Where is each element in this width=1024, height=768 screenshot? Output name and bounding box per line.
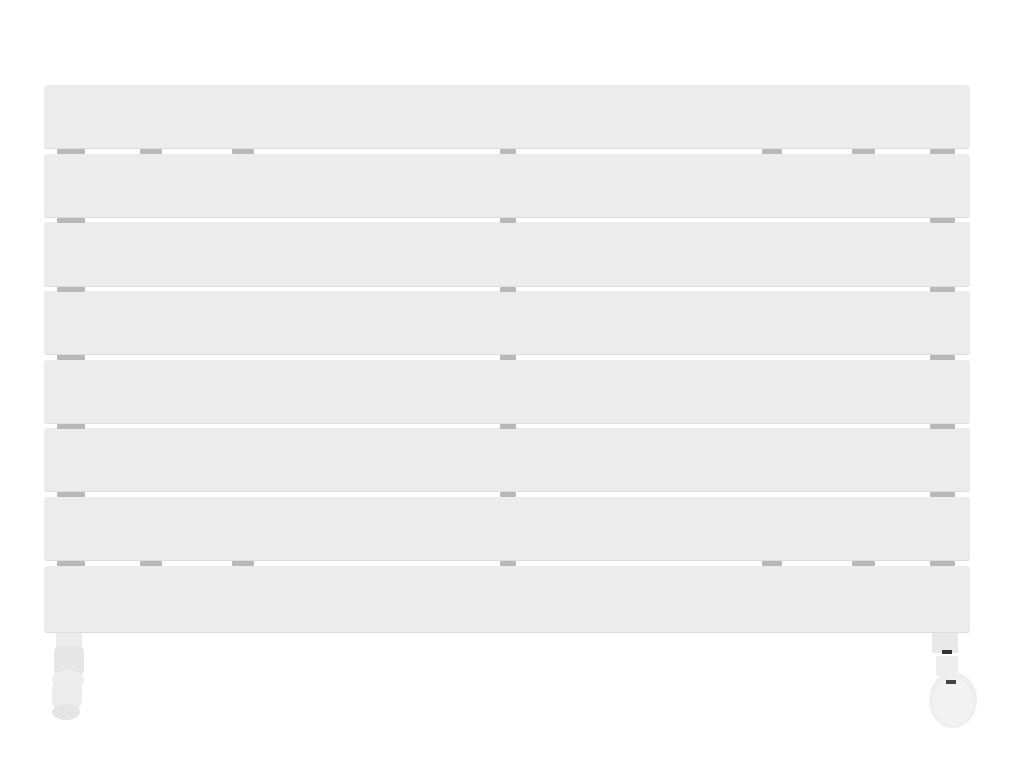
panel-connector — [500, 561, 516, 566]
panel-connector — [57, 492, 85, 497]
panel-connector — [500, 218, 516, 223]
panel-connector — [930, 218, 955, 223]
radiator-panel — [44, 497, 970, 560]
thermostatic-valve-icon — [929, 628, 977, 728]
radiator-panel — [44, 85, 970, 148]
panel-connector — [930, 561, 955, 566]
radiator-panel — [44, 154, 970, 217]
panel-connector — [232, 149, 254, 154]
panel-connector — [57, 218, 85, 223]
panel-connector — [500, 492, 516, 497]
radiator-panel — [44, 360, 970, 423]
panel-connector — [140, 561, 162, 566]
radiator-panel — [44, 222, 970, 286]
panel-connector — [930, 287, 955, 292]
panel-connector — [762, 561, 782, 566]
panel-connector — [500, 355, 516, 360]
panel-connector — [930, 492, 955, 497]
panel-connector — [57, 561, 85, 566]
left-valve-icon — [52, 628, 84, 720]
panel-connector — [57, 287, 85, 292]
radiator-panel — [44, 291, 970, 354]
panel-connector — [57, 355, 85, 360]
panel-connector — [500, 287, 516, 292]
panel-connector — [930, 424, 955, 429]
panel-connector — [500, 424, 516, 429]
radiator-panel — [44, 566, 970, 632]
panel-connector — [500, 149, 516, 154]
panel-connector — [232, 561, 254, 566]
panel-connector — [852, 149, 875, 154]
panel-connector — [762, 149, 782, 154]
radiator-panel — [44, 428, 970, 491]
panel-connector — [930, 355, 955, 360]
panel-connector — [140, 149, 162, 154]
panel-connector — [57, 424, 85, 429]
panel-connector — [930, 149, 955, 154]
panel-connector — [852, 561, 875, 566]
panel-connector — [57, 149, 85, 154]
